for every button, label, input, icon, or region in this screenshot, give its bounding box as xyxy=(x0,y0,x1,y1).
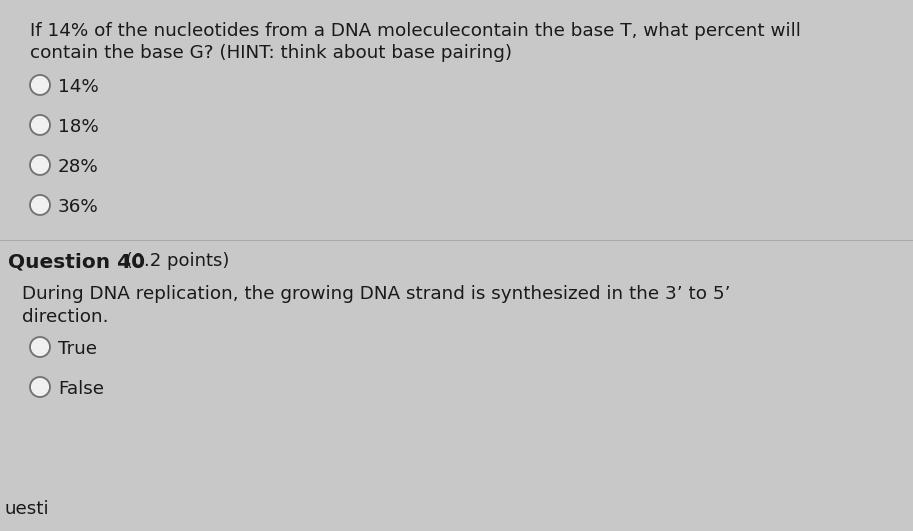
Text: contain the base G? (HINT: think about base pairing): contain the base G? (HINT: think about b… xyxy=(30,44,512,62)
Ellipse shape xyxy=(30,377,50,397)
Text: During DNA replication, the growing DNA strand is synthesized in the 3’ to 5’: During DNA replication, the growing DNA … xyxy=(22,285,730,303)
Ellipse shape xyxy=(30,75,50,95)
Text: uesti: uesti xyxy=(4,500,48,518)
Text: If 14% of the nucleotides from a DNA moleculecontain the base T, what percent wi: If 14% of the nucleotides from a DNA mol… xyxy=(30,22,801,40)
Text: direction.: direction. xyxy=(22,308,109,326)
Text: 18%: 18% xyxy=(58,118,99,136)
Text: Question 40: Question 40 xyxy=(8,252,145,271)
Text: 28%: 28% xyxy=(58,158,99,176)
Text: False: False xyxy=(58,380,104,398)
Ellipse shape xyxy=(30,195,50,215)
Text: (0.2 points): (0.2 points) xyxy=(120,252,229,270)
Text: True: True xyxy=(58,340,97,358)
Ellipse shape xyxy=(30,337,50,357)
Text: 36%: 36% xyxy=(58,198,99,216)
Text: 14%: 14% xyxy=(58,78,99,96)
Ellipse shape xyxy=(30,155,50,175)
Ellipse shape xyxy=(30,115,50,135)
